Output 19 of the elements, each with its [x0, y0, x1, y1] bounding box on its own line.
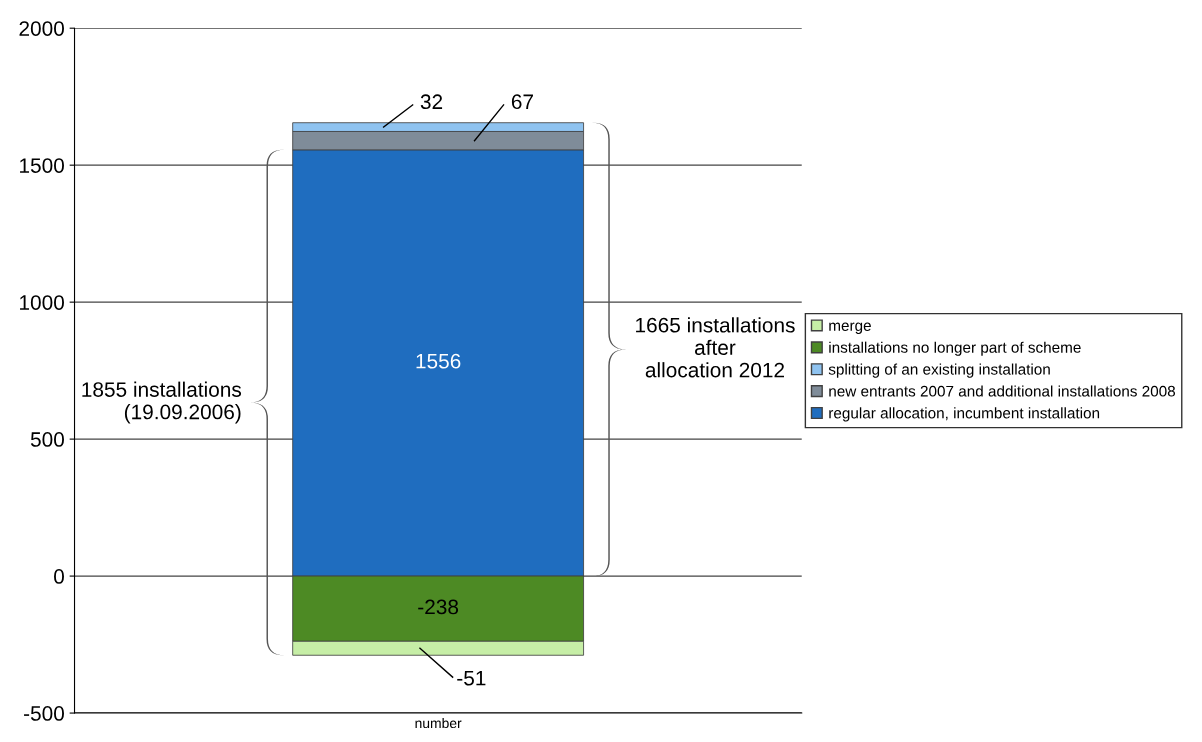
y-tick-label: -500: [24, 706, 64, 721]
annotation: 1855 installations (19.09.2006): [82, 381, 242, 424]
data-label: -51: [457, 670, 486, 686]
x-tick-label: number: [415, 717, 462, 729]
legend-label: merge: [829, 322, 871, 334]
data-label: 67: [511, 94, 533, 110]
y-tick-label: 2000: [19, 21, 64, 36]
y-tick-label: 1500: [20, 158, 64, 173]
annotation: 1665 installations after allocation 2012: [636, 317, 795, 378]
y-tick-label: 1000: [20, 295, 64, 310]
legend-label: splitting of an existing installation: [828, 363, 1050, 378]
y-tick-label: 0: [54, 569, 64, 584]
legend-label: new entrants 2007 and additional installations 2008: [829, 385, 1176, 397]
legend-label: regular allocation, incumbent installation: [829, 407, 1100, 422]
data-label: 1556: [416, 353, 461, 369]
data-label: -238: [418, 599, 459, 615]
y-tick-label: 500: [30, 432, 64, 447]
legend-label: installations no longer part of scheme: [829, 341, 1081, 356]
data-label: 32: [420, 94, 443, 110]
